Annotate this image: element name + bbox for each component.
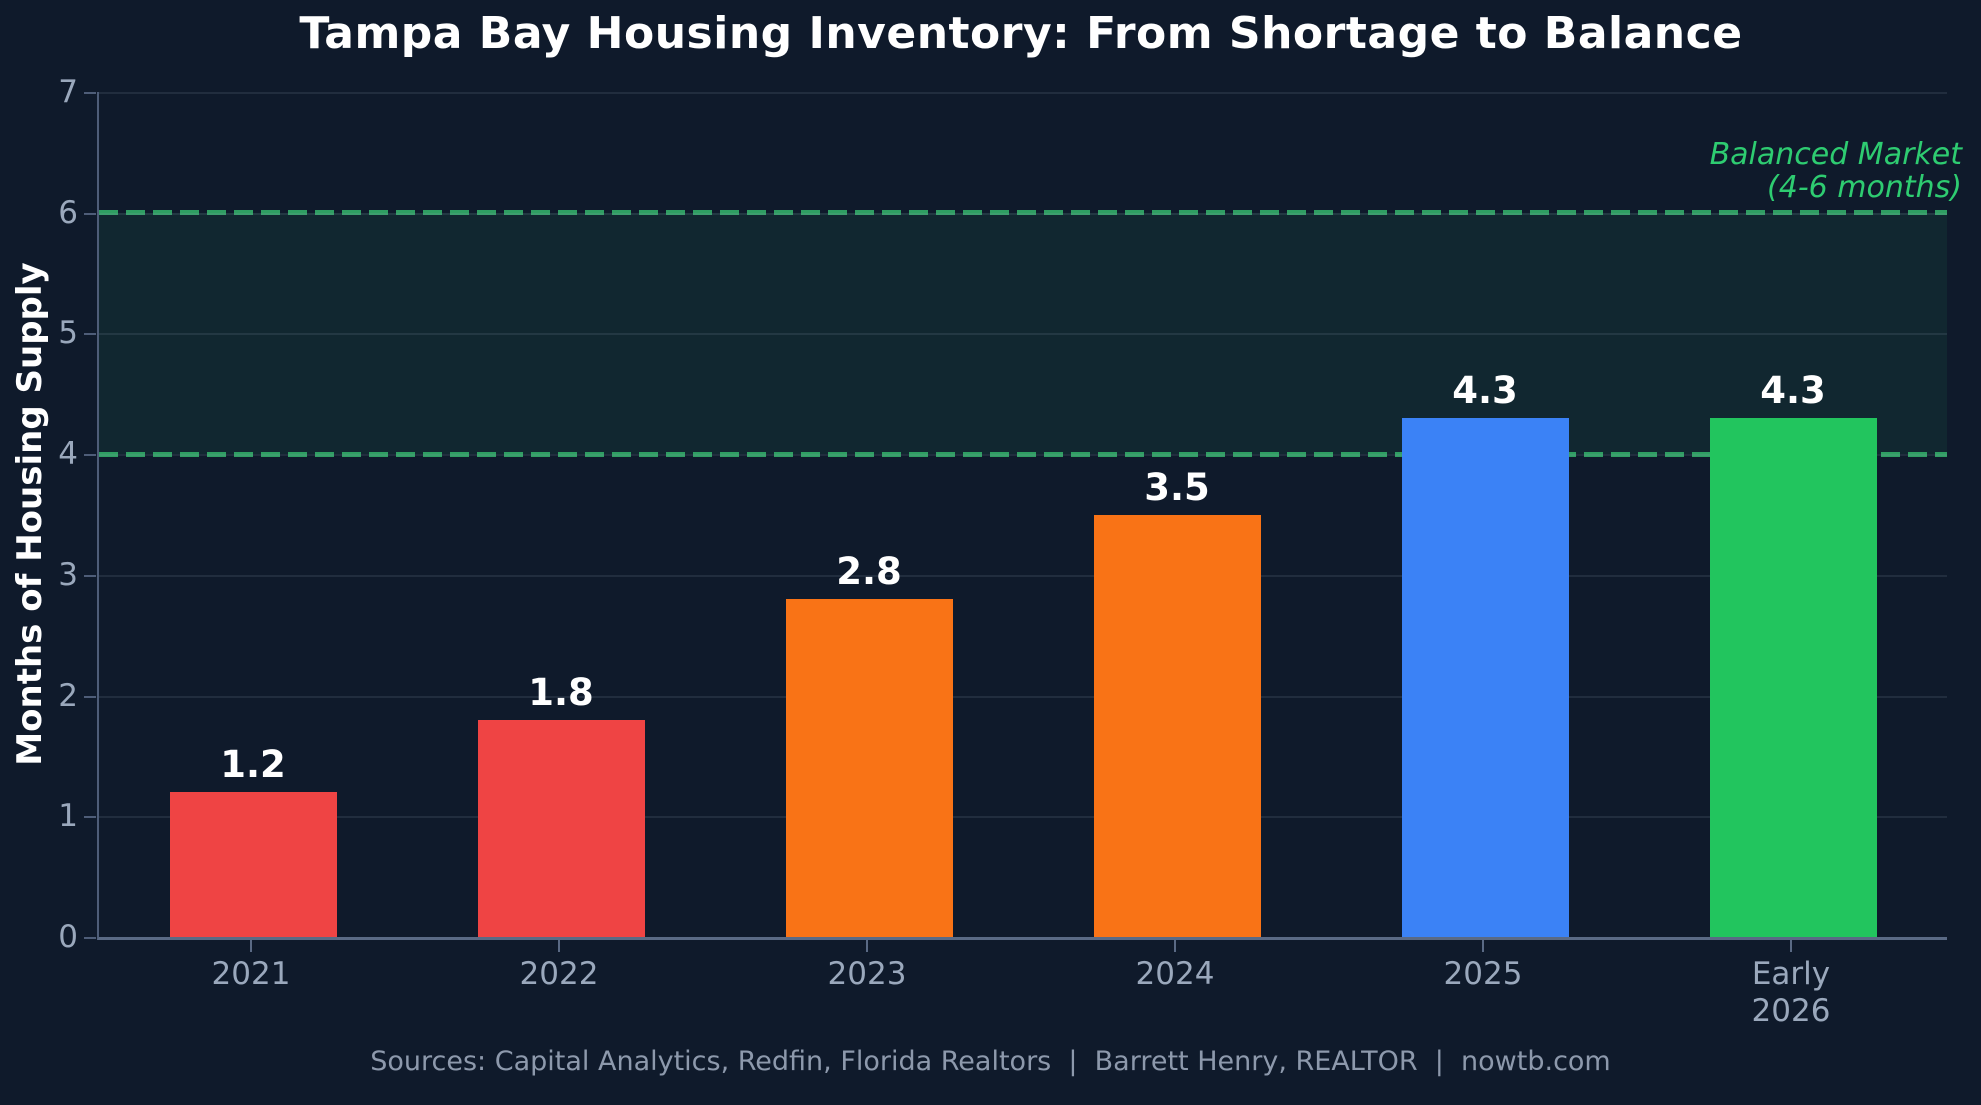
footer-credits: Sources: Capital Analytics, Redfin, Flor… [370, 1046, 1611, 1077]
bar [169, 792, 337, 937]
bar [477, 719, 645, 937]
y-tick-mark [84, 695, 96, 698]
y-tick-label: 0 [58, 919, 78, 955]
x-tick [97, 940, 405, 952]
bar-value-label: 1.2 [220, 743, 286, 787]
bar-value-label: 4.3 [1452, 368, 1518, 412]
bar-column-early-2026: 4.3 [1639, 92, 1947, 937]
gridline-y5 [99, 333, 1947, 336]
y-tick-mark [84, 816, 96, 819]
bar-column-2025: 4.3 [1331, 92, 1639, 937]
y-tick-label: 1 [58, 798, 78, 835]
bar [1709, 417, 1877, 937]
bar-column-2024: 3.5 [1023, 92, 1331, 937]
gridline-y6 [99, 212, 1947, 215]
x-tick-label: 2025 [1443, 956, 1523, 992]
band-upper-dashed-line [99, 210, 1947, 216]
y-tick-label: 5 [58, 315, 78, 352]
x-tick-label: Early 2026 [1751, 956, 1831, 1029]
bar [1401, 417, 1569, 937]
x-tick-label: 2022 [519, 956, 599, 992]
gridline-y7 [99, 92, 1947, 94]
bar-value-label: 1.8 [528, 670, 594, 714]
y-tick-label: 2 [58, 677, 78, 714]
bars-container: 1.2 1.8 2.8 3.5 4.3 4.3 [99, 92, 1947, 937]
bar [785, 599, 953, 937]
gridline-y2 [99, 695, 1947, 698]
y-tick-label: 6 [58, 194, 78, 231]
x-tick [1637, 940, 1945, 952]
gridline-y4 [99, 454, 1947, 457]
bar-value-label: 2.8 [836, 550, 902, 593]
y-tick-label: 7 [58, 74, 78, 110]
y-tick-label: 3 [58, 556, 78, 593]
bar-column-2023: 2.8 [715, 92, 1023, 937]
annotation-line-2: (4-6 months) [1767, 170, 1962, 205]
x-tick-label: 2021 [211, 956, 291, 992]
x-tick [405, 940, 713, 952]
band-lower-dashed-line [99, 451, 1947, 457]
gridline-y1 [99, 816, 1947, 819]
annotation-line-1: Balanced Market [1709, 137, 1962, 172]
y-tick-mark [84, 333, 96, 336]
x-tick [1329, 940, 1637, 952]
x-tick [1021, 940, 1329, 952]
y-tick-mark [84, 92, 96, 94]
bar-column-2021: 1.2 [99, 92, 407, 937]
balanced-market-annotation: Balanced Market (4-6 months) [1710, 138, 1962, 204]
gridline-y3 [99, 574, 1947, 577]
y-tick-label: 4 [58, 436, 78, 473]
bar-column-2022: 1.8 [407, 92, 715, 937]
bar-value-label: 3.5 [1144, 465, 1210, 509]
bar-value-label: 4.3 [1760, 368, 1826, 412]
x-tick-label: 2024 [1135, 956, 1215, 992]
x-axis-ticks [97, 940, 1945, 952]
x-tick [713, 940, 1021, 952]
chart-title: Tampa Bay Housing Inventory: From Shorta… [299, 8, 1743, 59]
plot-area: 1.2 1.8 2.8 3.5 4.3 4.3 [97, 92, 1947, 940]
x-tick-label: 2023 [827, 956, 907, 992]
y-tick-mark [84, 212, 96, 215]
y-tick-mark [84, 574, 96, 577]
x-axis-labels: 2021 2022 2023 2024 2025 Early 2026 [97, 956, 1945, 1030]
y-tick-mark [84, 937, 96, 939]
y-tick-mark [84, 454, 96, 457]
balanced-market-band [99, 212, 1947, 455]
bar [1093, 514, 1261, 937]
